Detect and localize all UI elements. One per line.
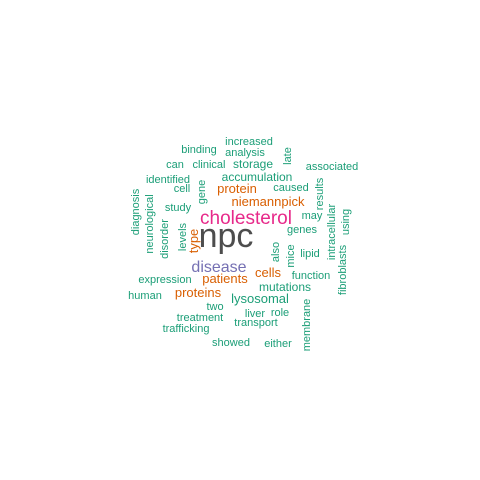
word-lipid: lipid bbox=[300, 248, 320, 260]
word-npc: npc bbox=[199, 217, 254, 255]
word-intracellular: intracellular bbox=[326, 204, 338, 261]
word-clinical: clinical bbox=[192, 159, 225, 171]
word-analysis: analysis bbox=[225, 147, 265, 159]
word-mice: mice bbox=[285, 244, 297, 267]
word-caused: caused bbox=[273, 182, 308, 194]
word-late: late bbox=[282, 147, 294, 165]
word-role: role bbox=[271, 307, 289, 319]
word-binding: binding bbox=[181, 144, 216, 156]
word-levels: levels bbox=[177, 222, 189, 251]
word-membrane: membrane bbox=[301, 299, 313, 352]
word-lysosomal: lysosomal bbox=[231, 291, 289, 306]
word-disease: disease bbox=[191, 259, 246, 276]
word-identified: identified bbox=[146, 174, 190, 186]
word-using: using bbox=[340, 209, 352, 235]
word-fibroblasts: fibroblasts bbox=[337, 244, 349, 295]
word-mutations: mutations bbox=[259, 280, 311, 294]
word-human: human bbox=[128, 290, 162, 302]
word-study: study bbox=[165, 202, 192, 214]
word-diagnosis: diagnosis bbox=[130, 188, 142, 235]
word-treatment: treatment bbox=[177, 312, 223, 324]
word-storage: storage bbox=[233, 157, 273, 171]
word-function: function bbox=[292, 270, 331, 282]
word-trafficking: trafficking bbox=[163, 323, 210, 335]
word-can: can bbox=[166, 159, 184, 171]
word-liver: liver bbox=[245, 308, 266, 320]
word-cholesterol: cholesterol bbox=[200, 208, 292, 229]
word-cells: cells bbox=[255, 265, 282, 280]
word-either: either bbox=[264, 338, 292, 350]
word-type: type bbox=[186, 229, 201, 254]
word-expression: expression bbox=[138, 274, 191, 286]
word-genes: genes bbox=[287, 224, 317, 236]
word-also: also bbox=[270, 242, 282, 262]
word-cell: cell bbox=[174, 183, 191, 195]
word-protein: protein bbox=[217, 181, 257, 196]
word-associated: associated bbox=[306, 161, 359, 173]
word-neurological: neurological bbox=[144, 194, 156, 253]
word-results: results bbox=[314, 177, 326, 210]
word-two: two bbox=[206, 301, 223, 313]
word-proteins: proteins bbox=[175, 285, 222, 300]
word-niemannpick: niemannpick bbox=[232, 194, 305, 209]
word-transport: transport bbox=[234, 317, 277, 329]
word-showed: showed bbox=[212, 337, 250, 349]
word-increased: increased bbox=[225, 136, 273, 148]
word-gene: gene bbox=[196, 180, 208, 204]
word-accumulation: accumulation bbox=[222, 170, 293, 184]
word-may: may bbox=[302, 210, 323, 222]
word-patients: patients bbox=[202, 271, 248, 286]
word-disorder: disorder bbox=[159, 219, 171, 259]
